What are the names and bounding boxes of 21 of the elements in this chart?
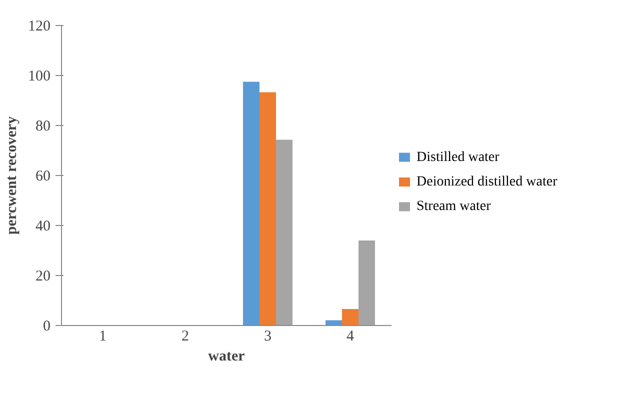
legend-label: Distilled water <box>416 150 500 165</box>
y-axis-title: percwent recovery <box>4 116 20 235</box>
bar <box>260 92 276 326</box>
legend-label: Stream water <box>416 199 492 214</box>
y-tick-label: 100 <box>28 68 50 84</box>
bar <box>243 82 260 326</box>
x-tick-label: 3 <box>264 328 272 344</box>
x-tick-label: 4 <box>346 328 354 344</box>
y-tick-label: 80 <box>36 118 50 134</box>
x-axis-title: water <box>208 348 246 364</box>
bar <box>342 309 358 326</box>
bar <box>358 240 375 326</box>
x-tick-label: 1 <box>99 328 106 344</box>
y-tick-label: 0 <box>43 318 50 334</box>
x-tick-label: 2 <box>182 328 189 344</box>
y-tick-label: 20 <box>36 268 50 284</box>
bar <box>276 140 292 326</box>
y-tick-label: 40 <box>36 218 50 234</box>
legend-label: Deionized distilled water <box>416 174 558 190</box>
y-tick-label: 120 <box>28 18 50 34</box>
y-tick-label: 60 <box>36 168 50 184</box>
